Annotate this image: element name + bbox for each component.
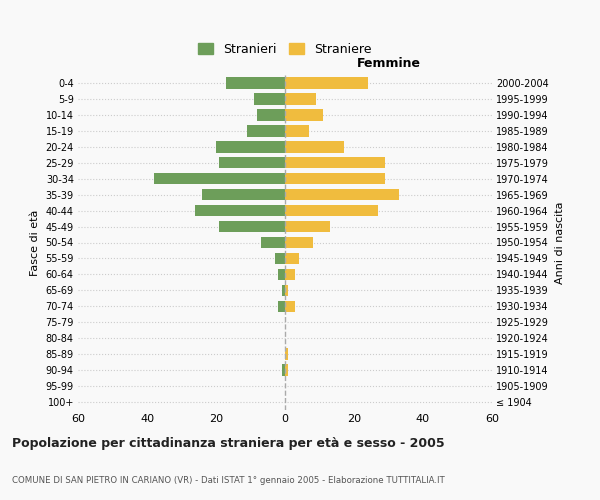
Bar <box>261 237 285 248</box>
Bar <box>285 300 295 312</box>
Bar <box>285 173 385 184</box>
Y-axis label: Anni di nascita: Anni di nascita <box>554 201 565 284</box>
Bar <box>220 221 285 232</box>
Bar <box>285 364 289 376</box>
Bar <box>285 189 399 200</box>
Bar <box>285 77 368 88</box>
Bar <box>285 348 289 360</box>
Bar <box>257 109 285 120</box>
Bar <box>285 93 316 104</box>
Bar <box>285 141 344 152</box>
Bar <box>285 221 330 232</box>
Bar <box>154 173 285 184</box>
Bar <box>285 237 313 248</box>
Y-axis label: Fasce di età: Fasce di età <box>30 210 40 276</box>
Bar <box>275 252 285 264</box>
Text: COMUNE DI SAN PIETRO IN CARIANO (VR) - Dati ISTAT 1° gennaio 2005 - Elaborazione: COMUNE DI SAN PIETRO IN CARIANO (VR) - D… <box>12 476 445 485</box>
Text: Femmine: Femmine <box>356 57 421 70</box>
Bar <box>285 268 295 280</box>
Bar <box>254 93 285 104</box>
Bar <box>216 141 285 152</box>
Bar <box>285 109 323 120</box>
Bar <box>285 125 309 136</box>
Bar <box>226 77 285 88</box>
Bar <box>285 284 289 296</box>
Bar <box>285 205 378 216</box>
Bar <box>220 157 285 168</box>
Text: Popolazione per cittadinanza straniera per età e sesso - 2005: Popolazione per cittadinanza straniera p… <box>12 437 445 450</box>
Bar <box>281 364 285 376</box>
Bar <box>196 205 285 216</box>
Bar <box>278 300 285 312</box>
Bar <box>281 284 285 296</box>
Bar <box>285 157 385 168</box>
Legend: Stranieri, Straniere: Stranieri, Straniere <box>193 38 377 60</box>
Bar <box>247 125 285 136</box>
Bar <box>285 252 299 264</box>
Bar <box>202 189 285 200</box>
Bar <box>278 268 285 280</box>
